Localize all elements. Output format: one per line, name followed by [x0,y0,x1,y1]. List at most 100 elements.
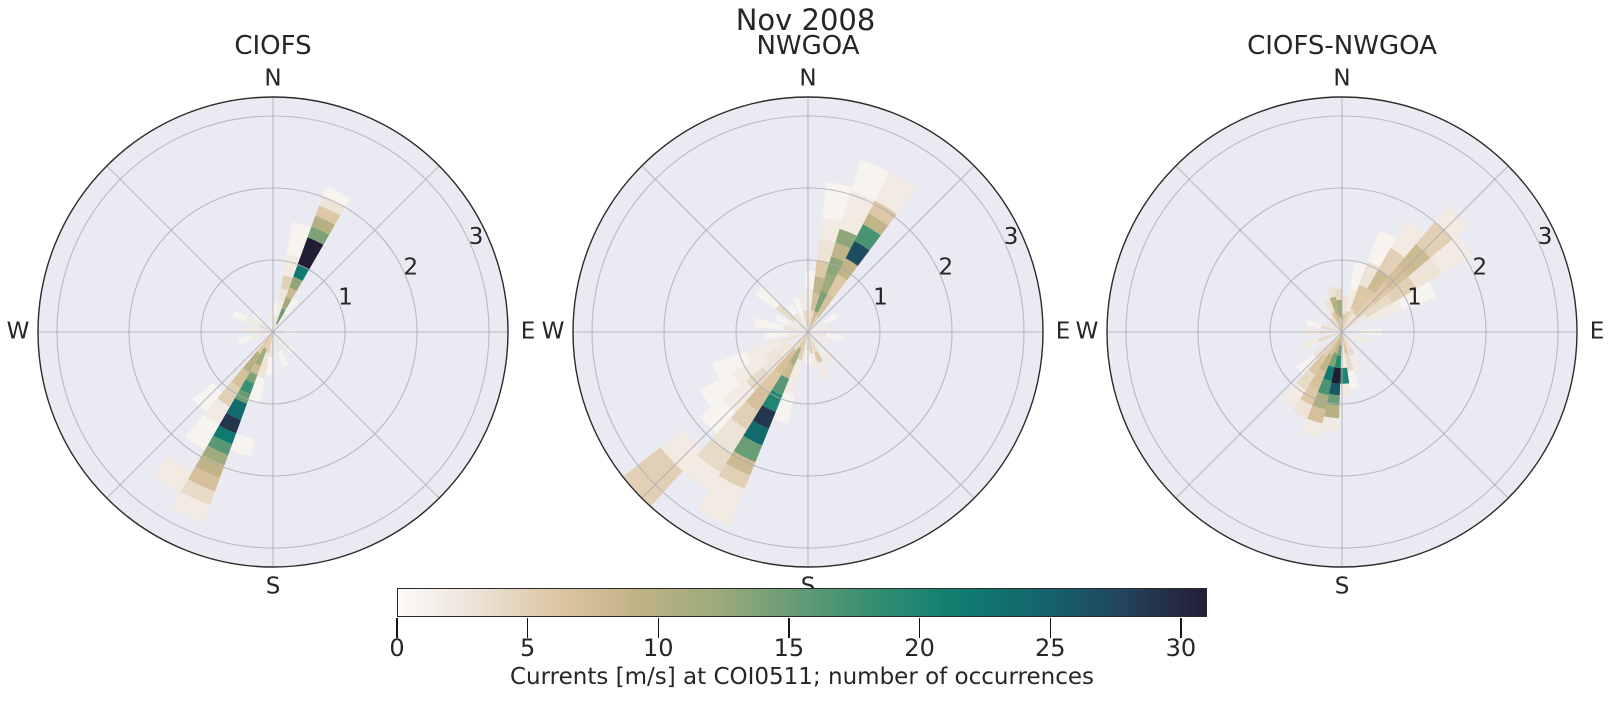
colorbar-tick-label: 5 [520,634,536,662]
rose-sector [1306,405,1326,424]
rose-sector [782,325,808,332]
polar-grid-spoke [641,165,809,333]
rose-sector [660,429,703,472]
rose-sector [682,455,721,491]
rose-sector [1317,378,1332,396]
rose-sector [808,332,814,354]
rose-sector [239,379,255,395]
rose-sector [1339,332,1342,345]
rose-sector [232,310,247,322]
rose-sector [1319,353,1333,373]
rose-sector [1325,285,1336,299]
colorbar-tick-label: 15 [773,634,805,662]
rose-sector [251,332,273,340]
rose-sector [825,333,844,342]
rose-sector [775,304,796,322]
rose-sector [808,332,818,353]
rose-sector [762,354,784,375]
rose-sector [1378,247,1405,277]
rose-sector [792,297,804,316]
rose-sector [319,196,345,216]
rose-sector [814,260,830,279]
rose-sector [746,340,783,363]
rose-sector [803,310,808,332]
rose-plot-ciofs: 1 2 3 N E S W [7,66,536,600]
colorbar-tick [1049,618,1051,638]
rose-sector [242,351,261,373]
rose-sector [207,435,233,456]
rose-sector [250,363,261,375]
rose-sector [188,466,220,492]
rose-sector [774,348,797,375]
rose-sector [763,342,791,364]
rose-sector [273,323,278,332]
rose-sector [783,358,803,396]
rose-sector [1336,299,1342,318]
rose-sector [623,447,683,506]
rose-sector [772,392,795,424]
rose-sector [231,367,250,389]
rose-sector [278,350,289,367]
radial-tick-label: 3 [1004,224,1019,250]
rose-sector [837,258,858,281]
colorbar-gradient [397,588,1207,617]
colorbar-tick [526,618,529,638]
rose-sector [315,205,341,225]
rose-sector [1328,332,1342,356]
polar-spine [1106,96,1578,568]
rose-sector [293,264,309,281]
rose-sector [281,296,292,311]
rose-sector [762,390,783,413]
rose-sector [260,329,273,332]
rose-sector [786,332,808,336]
rose-sector [1324,298,1335,314]
rose-sector [875,171,917,215]
rose-sector [808,315,819,332]
rose-sector [1334,355,1342,368]
rose-sector [1308,353,1327,375]
rose-sector [283,297,299,316]
radial-tick-label: 3 [469,224,484,250]
radial-tick-label: 3 [1538,224,1553,250]
rose-sector [731,355,769,386]
rose-sector [268,314,273,332]
compass-label-s: S [1335,574,1350,600]
rose-sector [273,332,289,339]
rose-sector [1342,296,1349,315]
rose-sector [743,420,769,446]
rose-sector [822,181,853,222]
rose-sector [1300,383,1320,406]
rose-sector [1342,308,1355,332]
rose-sector [820,273,836,294]
rose-sector [180,479,215,506]
rose-sector [244,316,261,328]
polar-spine [572,96,1044,568]
compass-label-e: E [1590,319,1605,345]
rose-sector [851,159,890,201]
rose-sector [1342,313,1367,332]
colorbar-tick-label: 30 [1165,634,1197,662]
rose-sector [264,332,273,349]
rose-sector [1342,332,1355,356]
rose-sector [862,213,889,236]
rose-sector [307,226,330,245]
rose-sector [1323,365,1335,382]
rose-sector [273,303,278,317]
radial-tick-label: 2 [403,254,418,280]
rose-sector [808,321,825,332]
rose-sector [1331,311,1342,332]
rose-sector [1350,353,1364,373]
rose-sector [787,303,798,316]
rose-sector [808,326,830,332]
rose-sector [283,254,301,278]
rose-sector [1339,317,1342,332]
rose-sector [1296,353,1318,375]
rose-sector [1430,234,1473,275]
rose-sector [237,335,253,345]
rose-sector [1345,289,1357,312]
rose-sector [812,276,825,295]
rose-title-nwgoa: NWGOA [756,31,860,61]
compass-label-n: N [799,66,816,92]
compass-label-w: W [1076,319,1099,345]
